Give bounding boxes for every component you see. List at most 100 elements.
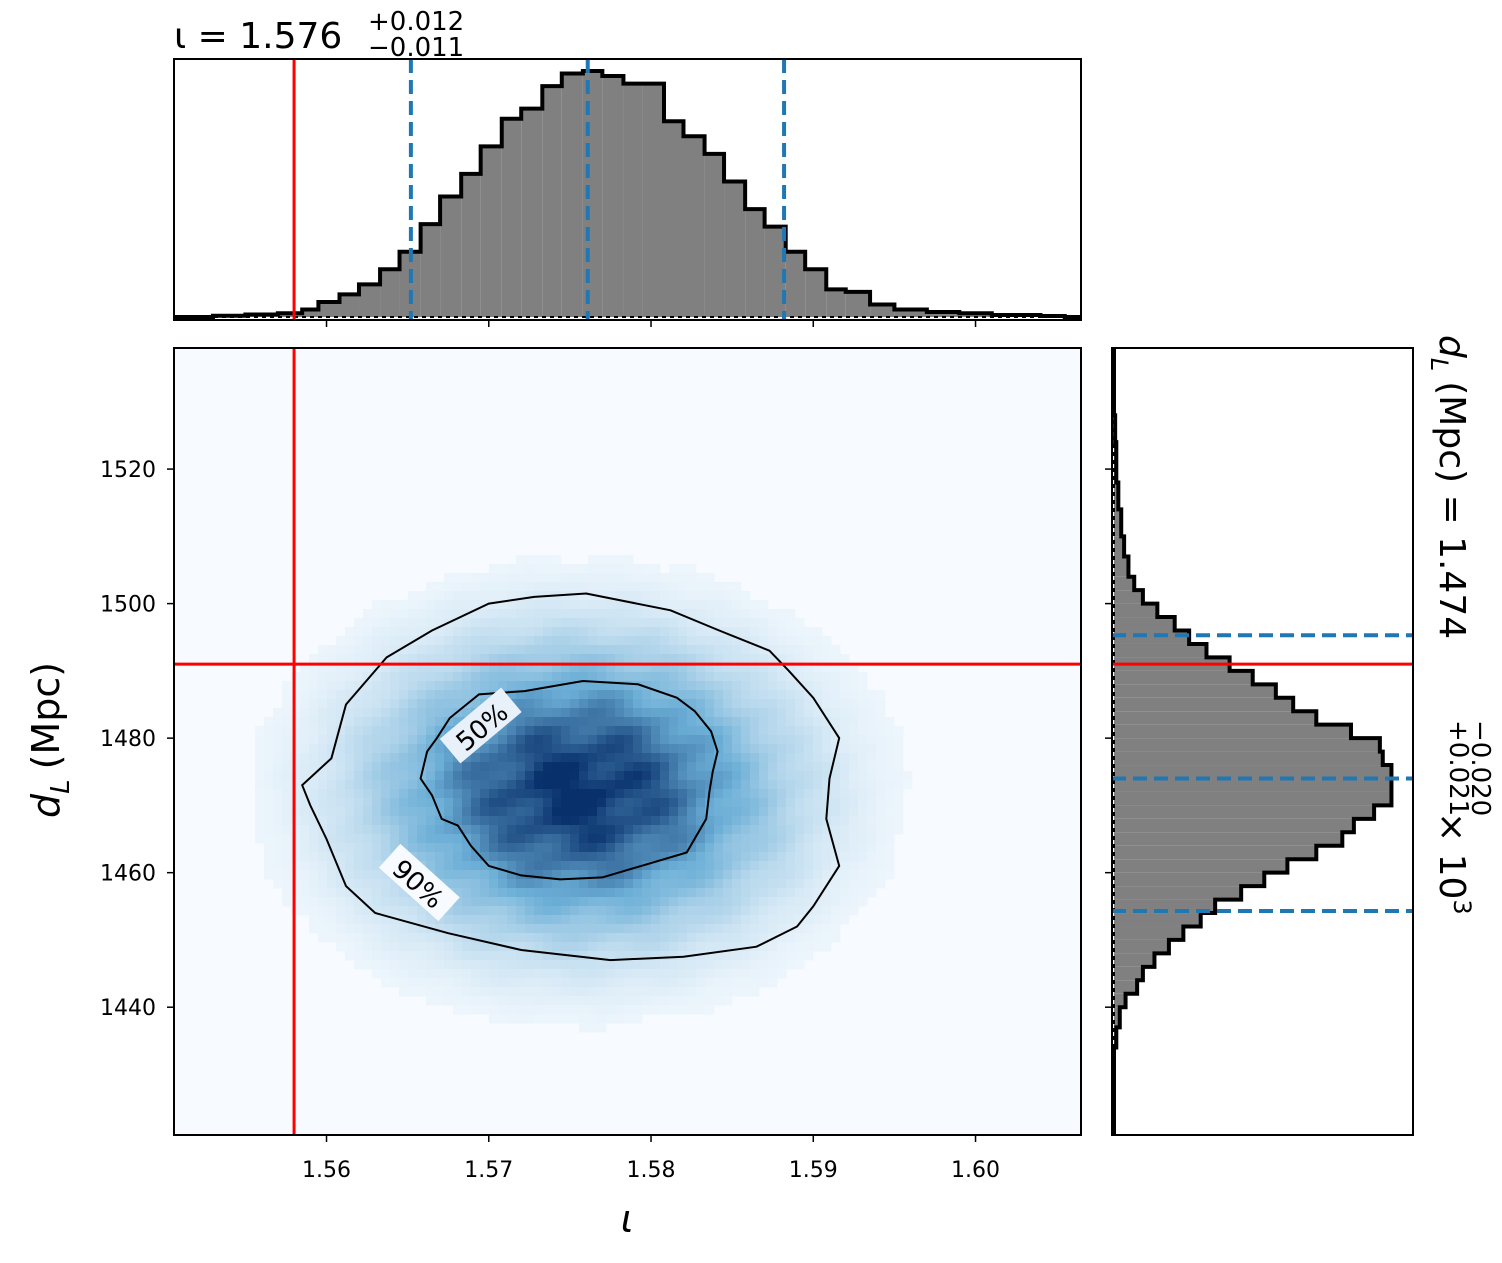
density-cell xyxy=(561,564,571,574)
density-cell xyxy=(588,672,598,682)
density-cell xyxy=(741,915,751,925)
density-cell xyxy=(273,825,283,835)
density-cell xyxy=(444,951,454,961)
density-cell xyxy=(543,600,553,610)
density-cell xyxy=(615,969,625,979)
density-cell xyxy=(786,915,796,925)
density-cell xyxy=(741,609,751,619)
density-cell xyxy=(534,609,544,619)
density-cell xyxy=(516,627,526,637)
density-cell xyxy=(597,1014,607,1024)
density-cell xyxy=(543,663,553,673)
density-cell xyxy=(795,771,805,781)
density-cell xyxy=(444,771,454,781)
density-cell xyxy=(489,582,499,592)
density-cell xyxy=(642,771,652,781)
density-cell xyxy=(570,672,580,682)
density-cell xyxy=(507,1014,517,1024)
density-cell xyxy=(804,645,814,655)
ytick-label: 1440 xyxy=(100,996,156,1021)
density-cell xyxy=(615,681,625,691)
density-cell xyxy=(336,663,346,673)
density-cell xyxy=(570,924,580,934)
density-cell xyxy=(525,771,535,781)
density-cell xyxy=(471,951,481,961)
density-cell xyxy=(507,789,517,799)
density-cell xyxy=(858,726,868,736)
density-cell xyxy=(426,753,436,763)
density-cell xyxy=(363,816,373,826)
density-cell xyxy=(777,771,787,781)
density-cell xyxy=(660,969,670,979)
density-cell xyxy=(732,879,742,889)
density-cell xyxy=(543,897,553,907)
density-cell xyxy=(705,879,715,889)
density-cell xyxy=(534,888,544,898)
density-cell xyxy=(318,897,328,907)
density-cell xyxy=(579,627,589,637)
density-cell xyxy=(489,636,499,646)
density-cell xyxy=(777,798,787,808)
density-cell xyxy=(705,933,715,943)
density-cell xyxy=(552,753,562,763)
density-cell xyxy=(282,744,292,754)
density-cell xyxy=(705,996,715,1006)
density-cell xyxy=(363,735,373,745)
xtick-label: 1.58 xyxy=(627,1158,676,1183)
density-cell xyxy=(867,780,877,790)
density-cell xyxy=(372,771,382,781)
density-cell xyxy=(705,591,715,601)
density-cell xyxy=(363,879,373,889)
density-cell xyxy=(372,906,382,916)
density-cell xyxy=(417,600,427,610)
density-cell xyxy=(696,843,706,853)
density-cell xyxy=(300,681,310,691)
density-cell xyxy=(543,699,553,709)
density-cell xyxy=(381,681,391,691)
density-cell xyxy=(399,636,409,646)
density-cell xyxy=(795,663,805,673)
density-cell xyxy=(606,762,616,772)
iota-hist-bar xyxy=(683,136,705,317)
density-cell xyxy=(570,627,580,637)
density-cell xyxy=(687,816,697,826)
density-cell xyxy=(543,780,553,790)
contour-90-label-gap xyxy=(378,843,460,922)
density-cell xyxy=(444,843,454,853)
xtick-label: 1.57 xyxy=(464,1158,513,1183)
density-cell xyxy=(570,843,580,853)
density-cell xyxy=(660,951,670,961)
density-cell xyxy=(714,771,724,781)
density-cell xyxy=(849,708,859,718)
density-cell xyxy=(786,726,796,736)
density-cell xyxy=(444,924,454,934)
density-cell xyxy=(804,951,814,961)
density-cell xyxy=(849,717,859,727)
density-cell xyxy=(462,645,472,655)
density-cell xyxy=(597,816,607,826)
density-cell xyxy=(750,654,760,664)
density-cell xyxy=(615,618,625,628)
density-cell xyxy=(570,771,580,781)
density-cell xyxy=(507,798,517,808)
density-cell xyxy=(363,636,373,646)
density-cell xyxy=(777,789,787,799)
density-cell xyxy=(561,771,571,781)
density-cell xyxy=(372,618,382,628)
density-cell xyxy=(579,591,589,601)
density-cell xyxy=(291,780,301,790)
density-cell xyxy=(273,789,283,799)
density-cell xyxy=(471,960,481,970)
density-cell xyxy=(732,600,742,610)
density-cell xyxy=(462,942,472,952)
density-cell xyxy=(399,618,409,628)
density-cell xyxy=(345,951,355,961)
density-cell xyxy=(354,924,364,934)
density-cell xyxy=(768,852,778,862)
density-cell xyxy=(786,762,796,772)
density-cell xyxy=(795,951,805,961)
density-cell xyxy=(417,843,427,853)
density-cell xyxy=(453,627,463,637)
density-cell xyxy=(543,933,553,943)
density-cell xyxy=(696,663,706,673)
